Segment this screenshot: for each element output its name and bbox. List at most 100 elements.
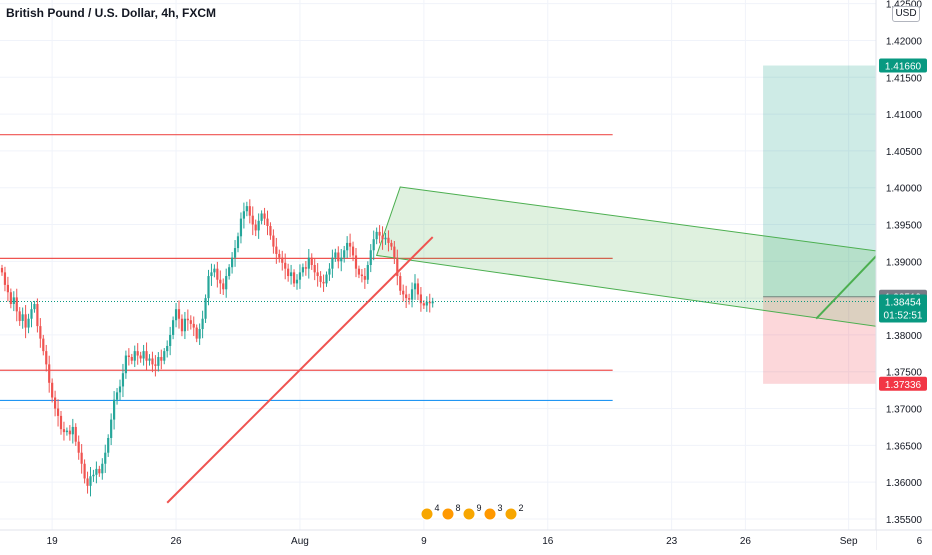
candle-body <box>83 463 86 479</box>
candle-body <box>98 468 101 474</box>
candle-body <box>216 268 219 280</box>
candle-body <box>307 257 310 269</box>
candle-body <box>290 272 293 277</box>
candle-body <box>399 276 402 291</box>
candle-body <box>48 364 51 383</box>
event-badge[interactable]: 2 <box>504 503 524 521</box>
price-axis[interactable]: 1.42500 1.42000 1.41500 1.41000 1.40500 1.400… <box>875 0 932 550</box>
candle-body <box>110 419 113 438</box>
candle-body <box>396 257 399 277</box>
candle-body <box>222 283 225 290</box>
candle-body <box>71 426 74 435</box>
time-axis-bg <box>0 530 876 550</box>
candle-body <box>9 292 12 305</box>
parallel-channel[interactable] <box>375 186 932 353</box>
time-tick-label: 26 <box>740 536 752 547</box>
event-icon[interactable] <box>441 507 455 521</box>
currency-badge[interactable]: USD <box>892 6 920 22</box>
chart-title: British Pound / U.S. Dollar, 4h, FXCM <box>6 6 217 20</box>
candle-body <box>160 357 163 361</box>
candle-body <box>272 235 275 247</box>
event-icon[interactable] <box>420 507 434 521</box>
trend-line[interactable] <box>166 236 434 504</box>
candle-body <box>118 386 122 393</box>
time-tick-label: 9 <box>421 536 427 547</box>
candle-body <box>381 235 384 240</box>
event-icon[interactable] <box>504 507 518 521</box>
event-badges[interactable]: 4 8 9 3 2 <box>420 503 524 521</box>
candle-body <box>316 272 319 277</box>
price-tick-label: 1.35500 <box>886 515 923 526</box>
candle-body <box>416 283 420 295</box>
candle-body <box>104 452 107 464</box>
event-badge[interactable]: 9 <box>462 503 482 521</box>
candle-body <box>254 224 257 231</box>
candle-body <box>310 257 313 265</box>
drawings-layer[interactable] <box>0 44 932 504</box>
event-count: 3 <box>497 503 502 513</box>
candle-body <box>325 274 328 284</box>
event-icon[interactable] <box>462 507 476 521</box>
channel-body[interactable] <box>375 186 932 353</box>
price-tick-label: 1.36000 <box>886 478 923 489</box>
candle-body <box>384 237 387 240</box>
candle-body <box>42 338 45 352</box>
candle-body <box>410 289 414 300</box>
candle-body <box>151 358 154 365</box>
candle-body <box>278 253 281 258</box>
horizontal-lines[interactable] <box>0 134 613 402</box>
candle-body <box>198 329 201 339</box>
candle-body <box>80 452 83 464</box>
candle-body <box>419 294 422 304</box>
candles-layer <box>0 199 434 497</box>
event-badge[interactable]: 4 <box>420 503 440 521</box>
candle-body <box>12 297 15 305</box>
candle-body <box>45 351 48 365</box>
event-badge[interactable]: 3 <box>483 503 503 521</box>
candle-body <box>24 314 27 328</box>
time-axis[interactable]: 19 26 Aug 9 16 23 26 Sep 6 <box>0 529 932 550</box>
candle-body <box>351 246 355 256</box>
candle-body <box>405 294 408 299</box>
candle-body <box>18 311 21 321</box>
candle-body <box>172 320 175 335</box>
candle-body <box>275 246 278 254</box>
price-tick-label: 1.40000 <box>886 184 923 195</box>
event-icon[interactable] <box>483 507 497 521</box>
price-tick-label: 1.40500 <box>886 147 923 158</box>
candle-body <box>337 252 340 262</box>
candle-body <box>375 231 378 240</box>
candle-body <box>334 252 337 258</box>
candle-body <box>298 272 302 280</box>
event-badge[interactable]: 8 <box>441 503 461 521</box>
candle-body <box>92 474 95 477</box>
candle-body <box>266 218 269 226</box>
candle-body <box>425 301 428 306</box>
candle-body <box>360 274 363 277</box>
candle-body <box>139 355 142 359</box>
candle-body <box>130 357 133 361</box>
candle-body <box>127 355 130 358</box>
candle-body <box>219 279 222 284</box>
candle-body <box>231 257 234 268</box>
candle-body <box>257 220 260 231</box>
candle-body <box>233 248 237 258</box>
candle-body <box>183 318 186 332</box>
candle-body <box>77 441 80 453</box>
candle-body <box>36 304 39 327</box>
candle-body <box>295 279 299 284</box>
candle-body <box>177 309 181 319</box>
candle-body <box>195 327 198 339</box>
candle-body <box>189 320 192 324</box>
arrow-shaft[interactable] <box>815 44 932 320</box>
event-count: 9 <box>476 503 481 513</box>
candle-body <box>121 373 125 387</box>
candle-body <box>180 318 184 332</box>
candle-body <box>0 267 4 273</box>
price-label-text: 1.41660 <box>885 62 922 73</box>
time-tick-label: 26 <box>170 536 182 547</box>
time-tick-label: Aug <box>291 536 309 547</box>
candle-body <box>27 318 30 328</box>
